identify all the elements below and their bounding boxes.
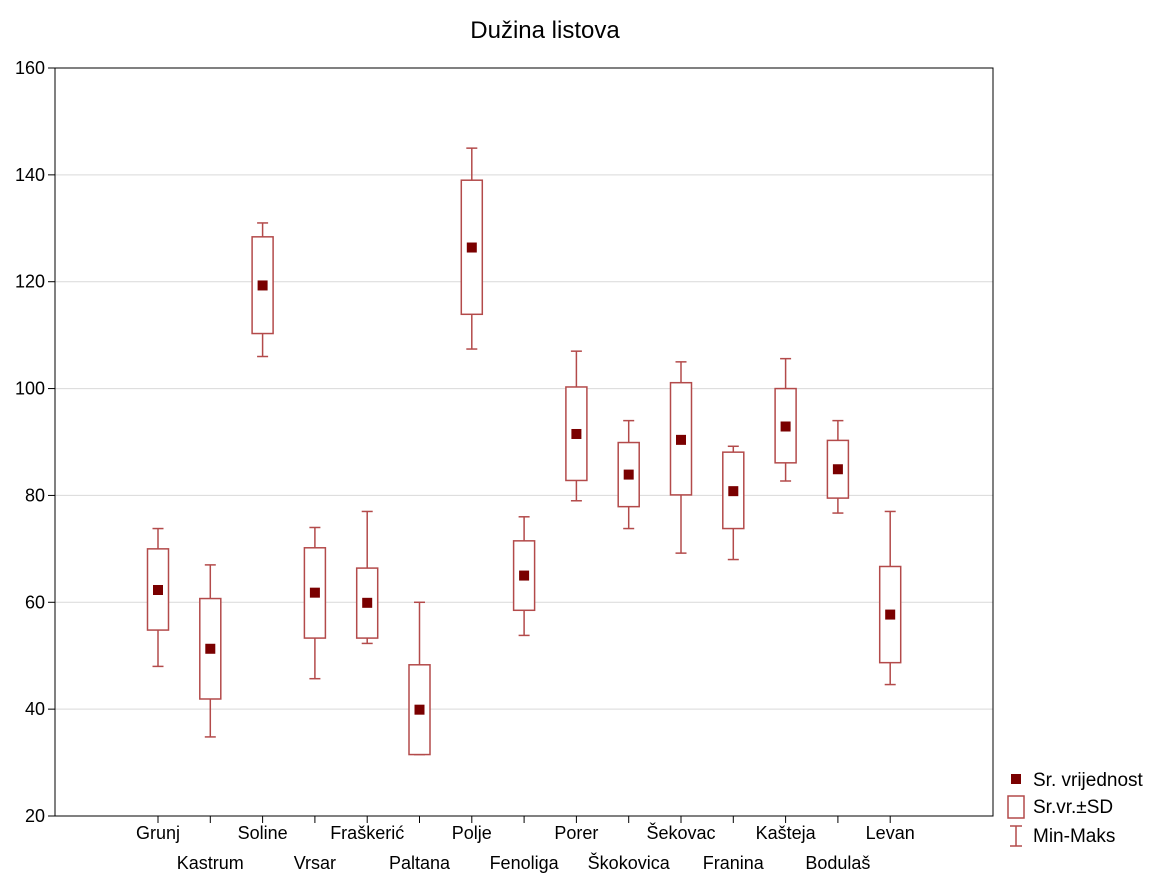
y-tick-labels: 20 40 60 80 100 120 140 160 [15,58,45,826]
mean-marker [832,464,843,475]
legend-minmax-marker [1010,825,1022,847]
category-labels: GrunjKastrumSolineVrsarFraškerićPaltanaP… [136,822,915,873]
plot-frame [54,67,994,817]
mean-marker [623,469,634,480]
chart-title: Dužina listova [470,17,620,44]
y-tick-label: 60 [25,592,45,612]
category-label: Kastrum [177,853,244,873]
mean-marker [205,643,216,654]
legend-sd-box-marker [1007,795,1025,819]
category-label: Fenoliga [490,853,560,873]
category-label: Levan [866,823,915,843]
y-tick-label: 40 [25,699,45,719]
mean-marker [676,434,686,445]
axes [48,67,994,823]
y-tick-label: 120 [15,272,45,292]
mean-marker [466,242,477,253]
mean-marker [728,486,739,497]
y-tick-label: 80 [25,485,45,505]
y-tick-label: 100 [15,379,45,399]
mean-marker [362,597,373,608]
category-label: Kašteja [756,823,817,843]
mean-marker [309,587,320,598]
mean-marker [571,428,582,439]
category-label: Polje [452,823,492,843]
category-label: Paltana [389,853,451,873]
y-tick-label: 160 [15,58,45,78]
category-label: Soline [238,823,288,843]
y-tick-label: 140 [15,165,45,185]
legend-sd-label: Sr.vr.±SD [1033,797,1113,818]
mean-marker [414,704,425,715]
category-label: Šekovac [646,822,715,843]
mean-marker [519,570,530,581]
mean-marker [257,280,268,291]
category-label: Fraškerić [330,823,404,843]
mean-marker [153,584,163,595]
mean-marker [885,609,896,620]
legend-mean-marker [1011,774,1021,784]
legend: Sr. vrijednost Sr.vr.±SD Min-Maks [1007,770,1144,847]
y-tick-label: 20 [25,806,45,826]
mean-marker [780,421,791,432]
category-label: Bodulaš [805,853,870,873]
category-label: Franina [703,853,765,873]
legend-mean-label: Sr. vrijednost [1033,770,1144,791]
data-marks [146,147,902,756]
legend-minmax-label: Min-Maks [1033,826,1115,847]
category-label: Grunj [136,823,180,843]
category-label: Škokovica [588,852,671,873]
category-label: Porer [554,823,598,843]
category-label: Vrsar [294,853,336,873]
